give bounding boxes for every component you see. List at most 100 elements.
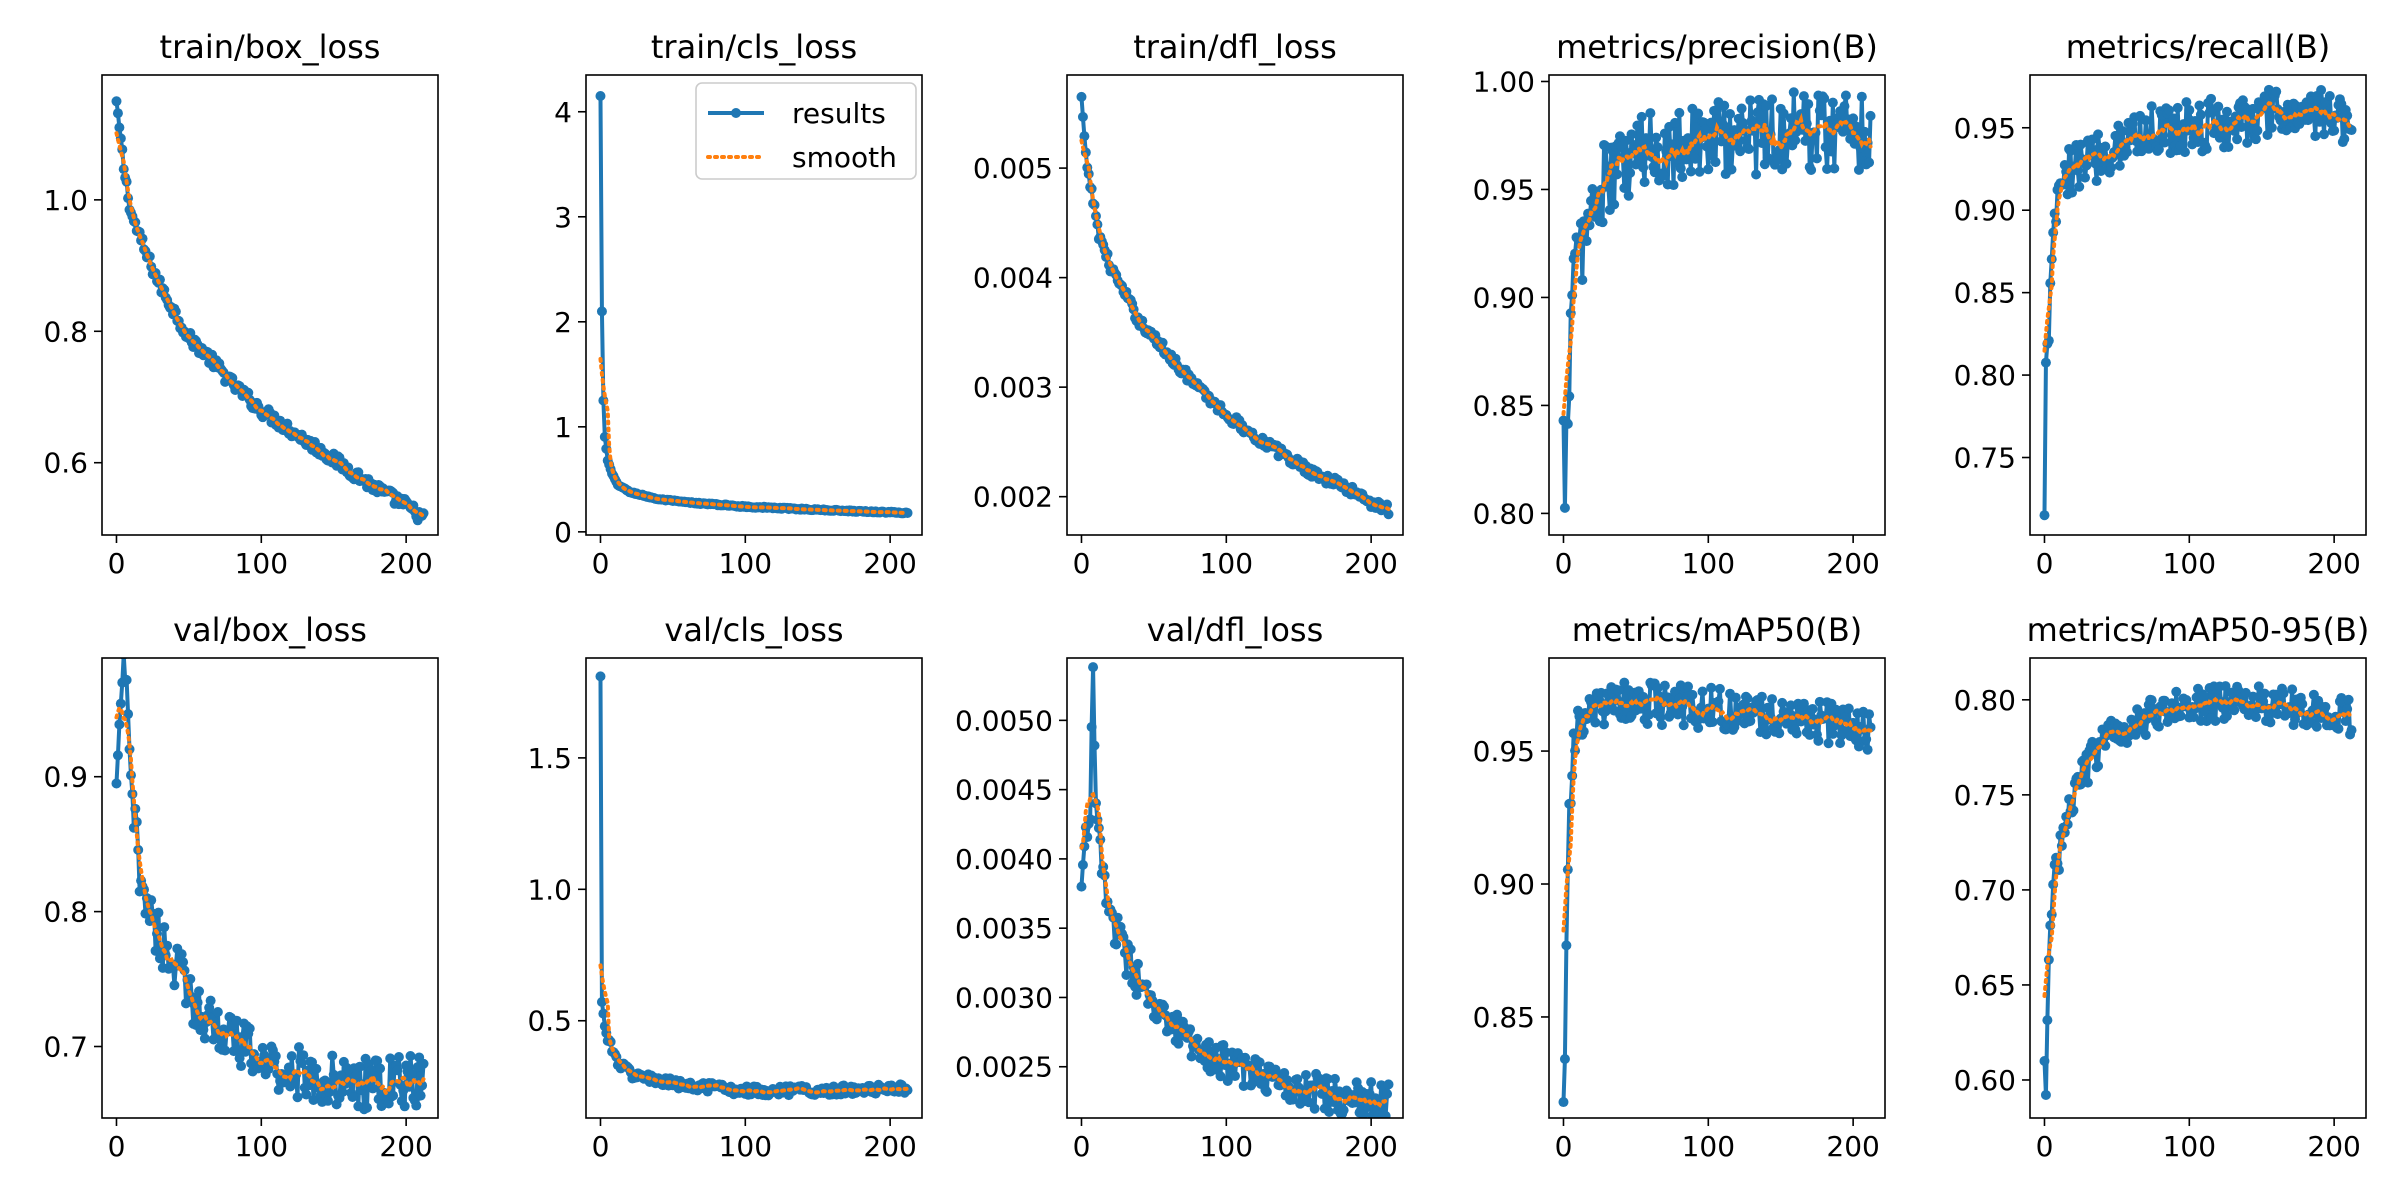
results-point (205, 995, 216, 1006)
x-tick-label: 100 (1200, 1130, 1253, 1163)
y-tick-label: 0.0035 (955, 912, 1053, 945)
results-point (1675, 163, 1686, 174)
results-point (362, 1102, 373, 1113)
results-point (1089, 740, 1100, 751)
results-point (1076, 881, 1087, 892)
results-point (178, 957, 189, 968)
y-tick-label: 0.60 (1954, 1064, 2016, 1097)
y-tick-label: 0.70 (1954, 874, 2016, 907)
results-point (2153, 721, 2164, 732)
results-point (112, 750, 123, 761)
results-point (327, 1050, 338, 1061)
y-tick-label: 1.5 (527, 742, 572, 775)
x-tick-label: 0 (2036, 1130, 2054, 1163)
y-tick-label: 0.0045 (955, 774, 1053, 807)
results-point (1633, 140, 1644, 151)
results-point (1826, 146, 1837, 157)
chart-panel: val/cls_loss 0 100 200 0.5 1.0 1.5 (527, 611, 923, 1163)
plot-area (595, 91, 913, 519)
x-tick-label: 200 (379, 1130, 432, 1163)
results-point (1798, 91, 1809, 102)
results-point (2329, 125, 2340, 136)
results-point (2095, 166, 2106, 177)
axes-frame (1548, 74, 1886, 536)
panel-title: metrics/precision(B) (1556, 28, 1878, 66)
results-point (1185, 1024, 1196, 1035)
results-point (1659, 680, 1670, 691)
results-point (1366, 1077, 1377, 1088)
y-tick-label: 0.75 (1954, 442, 2016, 475)
y-tick-label: 0.85 (1473, 1001, 1535, 1034)
results-point (2324, 91, 2335, 101)
results-point (1767, 694, 1778, 705)
results-point (1292, 1074, 1303, 1085)
results-point (1706, 682, 1717, 693)
y-tick-label: 0.85 (1473, 389, 1535, 422)
results-point (1804, 729, 1815, 740)
results-point (1677, 172, 1688, 183)
smooth-line (1079, 791, 1391, 1108)
results-point (1590, 717, 1601, 728)
results-point (2175, 710, 2186, 721)
results-point (2229, 705, 2240, 716)
results-point (1652, 142, 1663, 153)
results-point (1707, 716, 1718, 727)
y-tick-label: 0.8 (43, 896, 88, 929)
results-point (415, 1090, 426, 1101)
results-point (1651, 132, 1662, 143)
results-point (2242, 137, 2253, 148)
chart-panel: metrics/mAP50-95(B) 0 100 200 0.60 0.65 0.70 0.… (1954, 611, 2370, 1163)
legend-results-marker (731, 108, 741, 118)
axes-frame (2029, 657, 2367, 1119)
results-point (1859, 126, 1870, 137)
results-point (1085, 814, 1096, 825)
results-point (1861, 734, 1872, 745)
results-point (406, 1069, 417, 1080)
results-point (2221, 711, 2232, 722)
results-point (2074, 181, 2085, 192)
results-point (2252, 125, 2263, 136)
results-point (1559, 1053, 1570, 1064)
plot-area (595, 671, 913, 1101)
results-point (2206, 93, 2217, 104)
results-point (1756, 691, 1767, 702)
results-point (286, 1051, 297, 1062)
results-point (1079, 131, 1090, 142)
y-tick-label: 1.00 (1473, 65, 1535, 98)
results-point (1642, 719, 1653, 729)
results-point (112, 108, 123, 119)
results-point (1215, 1071, 1226, 1082)
results-point (236, 1061, 247, 1072)
results-point (159, 922, 170, 933)
results-point (1756, 138, 1767, 149)
results-point (1584, 220, 1595, 231)
results-point (2181, 97, 2192, 108)
results-point (1813, 735, 1824, 746)
results-line (598, 676, 909, 1098)
smooth-line (598, 357, 910, 515)
legend-results-label: results (792, 97, 886, 130)
results-point (1851, 121, 1862, 132)
results-point (2184, 105, 2195, 116)
panel-title: train/box_loss (160, 28, 381, 66)
results-point (1309, 1103, 1320, 1114)
results-point (2232, 134, 2243, 145)
results-point (1742, 693, 1753, 704)
results-point (1670, 117, 1680, 128)
plot-area (2039, 84, 2357, 521)
smooth-line (1561, 693, 1873, 933)
results-point (2146, 695, 2157, 706)
results-point (1777, 697, 1788, 708)
plot-area (1076, 662, 1394, 1118)
y-tick-label: 0.6 (43, 447, 88, 480)
results-point (1623, 190, 1634, 201)
results-point (1856, 91, 1867, 102)
results-point (153, 907, 164, 918)
y-tick-label: 0.65 (1954, 969, 2016, 1002)
results-point (1383, 1079, 1394, 1090)
y-tick-label: 0.8 (43, 315, 88, 348)
x-tick-label: 200 (1826, 547, 1879, 580)
y-tick-label: 0.80 (1954, 359, 2016, 392)
results-point (1687, 689, 1698, 700)
